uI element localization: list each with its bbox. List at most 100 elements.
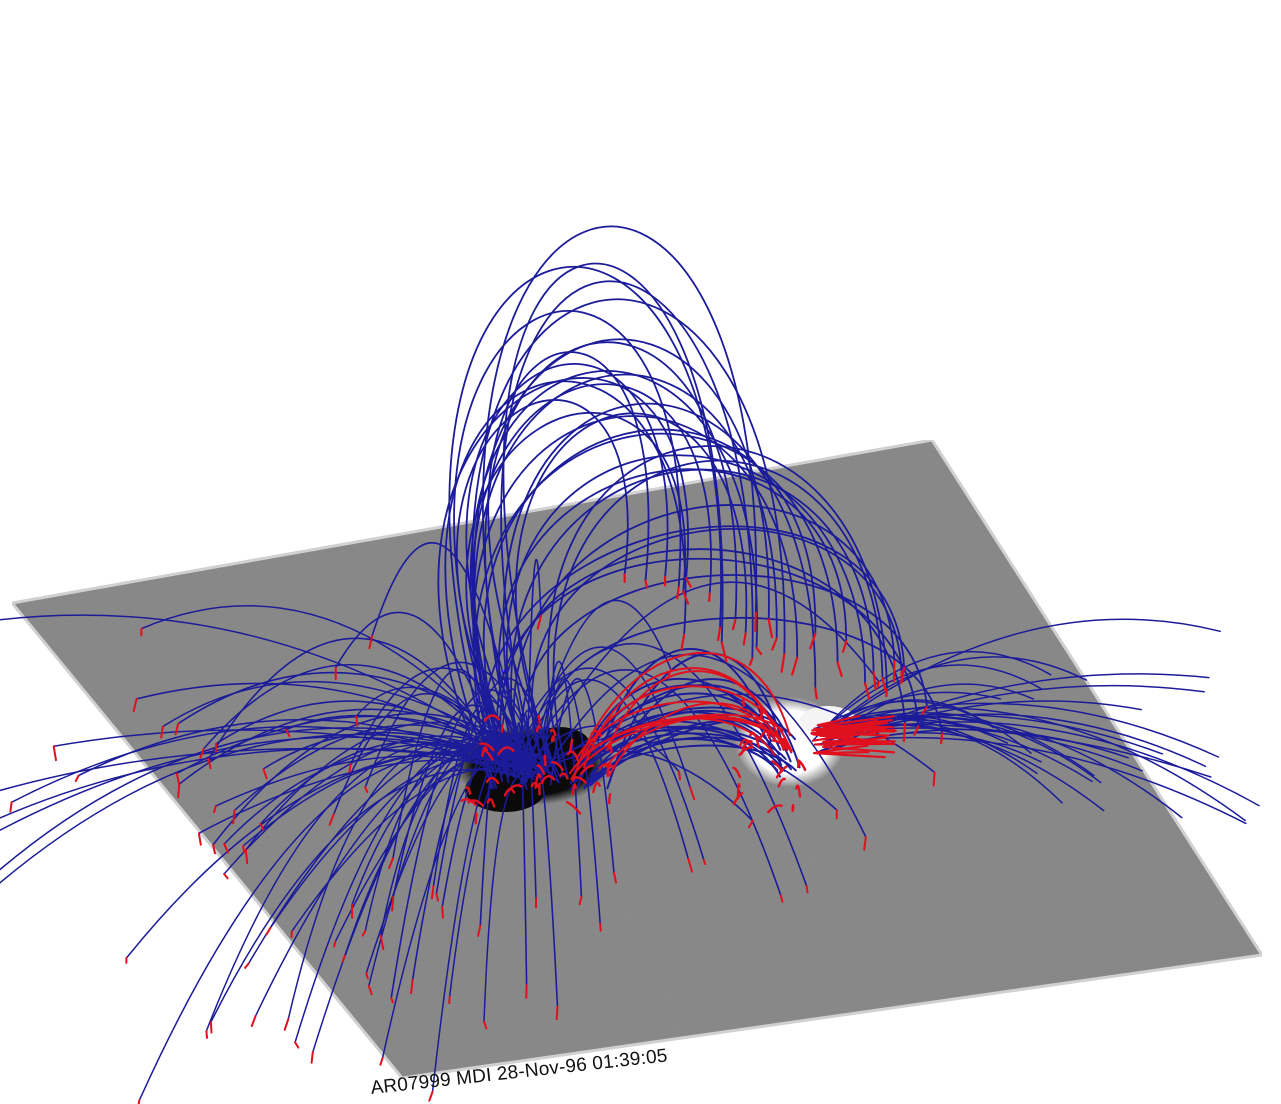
low-field-line [0, 727, 535, 871]
field-line-footpoint [685, 577, 692, 588]
field-line-footpoint [213, 805, 217, 814]
field-line-footpoint [687, 857, 693, 873]
red-field-segment [796, 759, 807, 772]
red-field-segment [777, 777, 786, 788]
field-line-footpoint [328, 813, 335, 826]
right-field-line [827, 702, 1220, 758]
field-line-footpoint [477, 924, 482, 937]
field-line-footpoint [265, 926, 272, 936]
field-line-footpoint [355, 715, 359, 727]
field-line-footpoint [899, 666, 906, 684]
field-line-footpoint [842, 640, 848, 653]
right-field-line [817, 716, 1093, 783]
red-field-segment [537, 714, 541, 725]
positive-red-segment [823, 715, 895, 727]
low-field-line [334, 751, 534, 943]
field-line-footpoint [644, 579, 649, 589]
field-line-footpoint [682, 590, 690, 605]
field-line-footpoint [294, 1041, 300, 1049]
field-line-footpoint [160, 725, 164, 739]
arch-field-line [502, 262, 724, 765]
field-line-footpoint [885, 687, 888, 698]
red-field-segment [540, 774, 556, 785]
field-line-footpoint [678, 770, 681, 781]
field-line-footpoint [365, 972, 369, 980]
field-line-footpoint [680, 633, 686, 651]
field-line-footpoint [52, 745, 57, 762]
arch-field-line [472, 415, 799, 773]
field-line-footpoint [205, 1030, 208, 1039]
mid-field-line [479, 713, 515, 927]
field-line-footpoint [132, 697, 138, 713]
field-line-footpoint [9, 801, 13, 813]
field-line-footpoint [379, 1057, 384, 1066]
right-field-line [825, 656, 1088, 734]
positive-red-segment [823, 751, 870, 754]
positive-red-segment [825, 725, 892, 736]
field-line-footpoint [283, 1018, 290, 1031]
red-field-segment [741, 698, 745, 707]
red-field-segment [543, 754, 547, 767]
field-line-footpoint [348, 763, 352, 773]
field-line-footpoint [262, 767, 268, 780]
red-field-segment [479, 742, 495, 752]
red-field-segment [566, 750, 581, 765]
low-field-line [262, 731, 522, 774]
field-line-footpoint [809, 632, 817, 650]
low-field-line [0, 747, 527, 819]
mid-field-line [332, 693, 501, 816]
positive-red-segment [815, 744, 869, 754]
field-line-footpoint [177, 783, 181, 799]
field-line-footpoint [921, 705, 929, 715]
red-field-segment [579, 764, 595, 776]
mid-field-line [371, 541, 526, 768]
field-line-footpoint [379, 934, 385, 951]
field-line-footpoint [555, 1005, 559, 1021]
mid-field-line [542, 660, 583, 898]
field-line-footpoint [367, 985, 373, 996]
field-line-footpoint [310, 1051, 314, 1064]
field-line-footpoint [748, 819, 754, 829]
field-line-footpoint [599, 922, 602, 932]
red-field-segment [732, 766, 742, 779]
red-field-segment [758, 729, 770, 741]
field-line-footpoint [250, 1014, 257, 1027]
right-field-line [812, 650, 1052, 742]
mid-field-line [501, 688, 528, 779]
red-field-segment [467, 799, 484, 807]
red-field-segment [780, 738, 789, 752]
low-field-line [291, 767, 534, 933]
red-field-segment [771, 760, 784, 773]
arch-field-line [465, 412, 686, 778]
low-field-line [269, 755, 543, 929]
field-line-footpoint [755, 646, 763, 656]
field-line-footpoint [913, 725, 920, 736]
field-line-footpoint [717, 626, 722, 642]
field-line-footpoint [388, 857, 394, 869]
field-line-footpoint [341, 955, 346, 963]
arch-field-line [505, 454, 866, 765]
red-field-segment [549, 728, 557, 737]
red-field-segment [550, 735, 555, 743]
red-field-segment [738, 738, 750, 747]
mid-field-line [513, 642, 808, 887]
right-field-line [828, 618, 1221, 731]
field-line-footpoint [435, 892, 440, 902]
red-field-segment [569, 738, 574, 753]
red-field-segment [732, 791, 744, 806]
field-line-footpoint [223, 873, 229, 880]
red-field-segment [598, 762, 616, 770]
low-field-line [0, 614, 522, 764]
field-line-footpoint [244, 848, 249, 865]
red-field-segment [571, 783, 577, 796]
red-field-segment [590, 729, 603, 737]
field-line-footpoint [483, 1020, 488, 1030]
arch-field-line [473, 432, 839, 779]
red-field-segment [565, 800, 582, 815]
field-line-footpoint [578, 895, 583, 906]
field-line-footpoint [259, 823, 265, 832]
mid-field-line [541, 678, 601, 925]
red-field-segment [481, 746, 489, 758]
